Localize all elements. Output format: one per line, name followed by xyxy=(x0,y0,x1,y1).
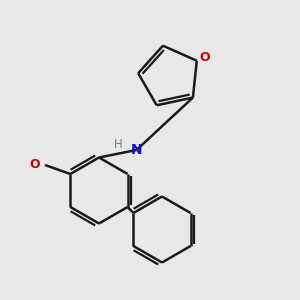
Text: H: H xyxy=(113,138,122,151)
Text: O: O xyxy=(29,158,40,171)
Text: O: O xyxy=(200,51,211,64)
Text: N: N xyxy=(131,143,142,157)
